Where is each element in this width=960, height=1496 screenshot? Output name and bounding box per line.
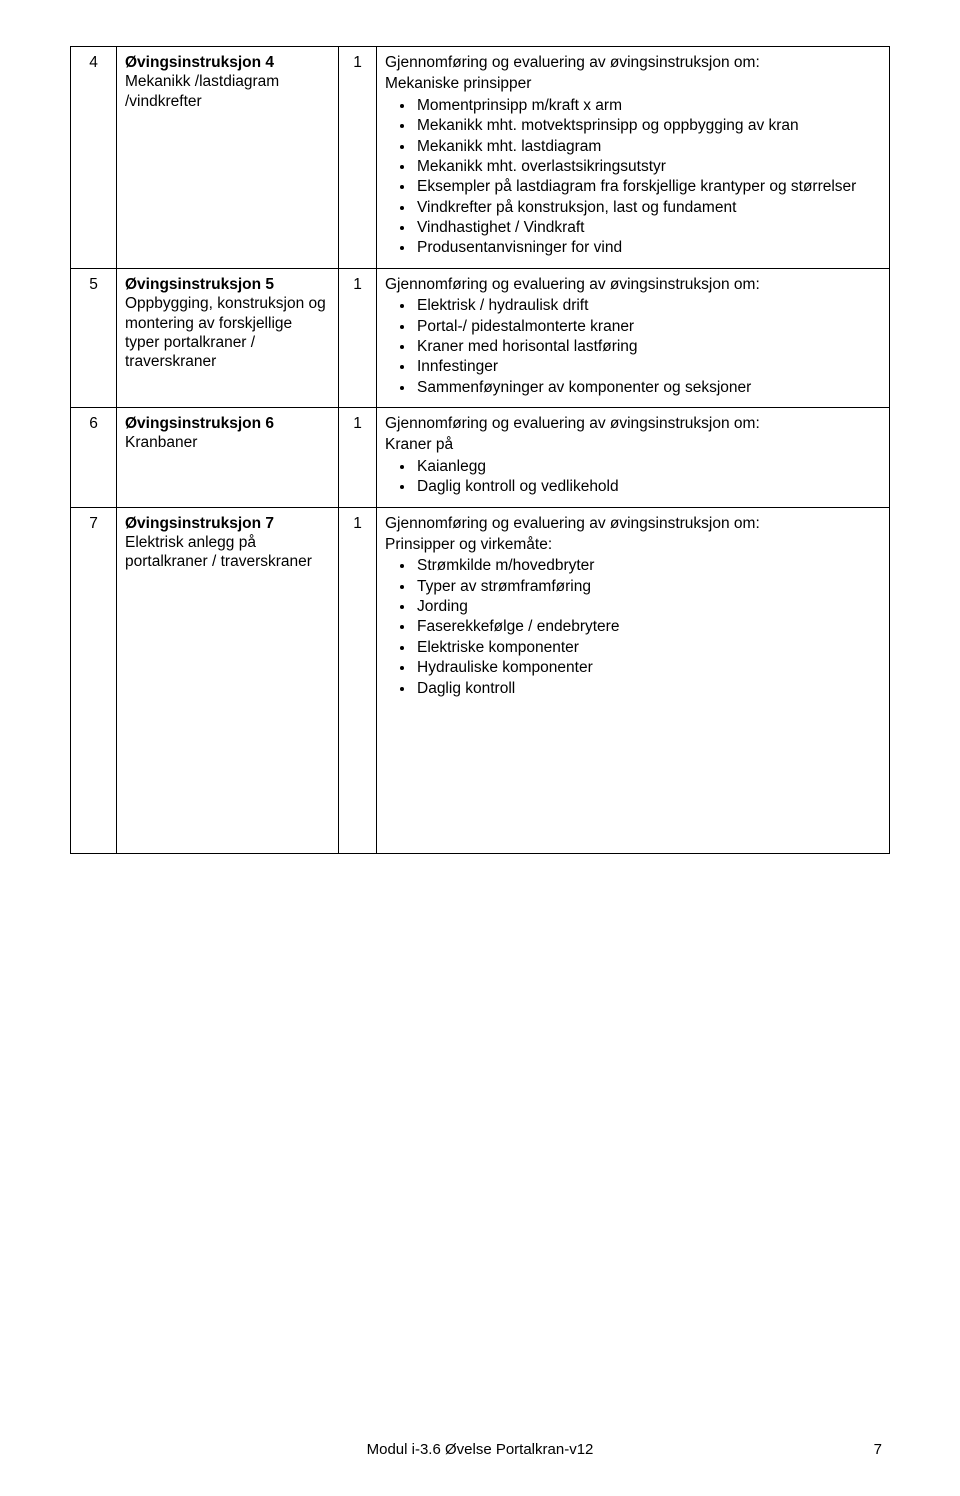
list-item: Mekanikk mht. overlastsikringsutstyr [415, 157, 881, 176]
list-item: Vindhastighet / Vindkraft [415, 218, 881, 237]
row-number: 6 [71, 408, 117, 508]
list-item: Kaianlegg [415, 457, 881, 476]
table-row: 7 Øvingsinstruksjon 7 Elektrisk anlegg på … [71, 507, 890, 853]
footer-text: Modul i-3.6 Øvelse Portalkran-v12 [367, 1441, 594, 1458]
row-title-cell: Øvingsinstruksjon 5 Oppbygging, konstruks… [117, 268, 339, 407]
row-title-rest: Mekanikk /lastdiagram /vindkrefter [125, 73, 279, 109]
list-item: Mekanikk mht. motvektsprinsipp og oppbyg… [415, 116, 881, 135]
row-title-cell: Øvingsinstruksjon 4 Mekanikk /lastdiagram… [117, 47, 339, 269]
row-title-bold: Øvingsinstruksjon 6 [125, 415, 274, 432]
page-number: 7 [874, 1441, 882, 1458]
list-item: Faserekkefølge / endebrytere [415, 617, 881, 636]
list-item: Portal-/ pidestalmonterte kraner [415, 317, 881, 336]
list-item: Hydrauliske komponenter [415, 658, 881, 677]
list-item: Vindkrefter på konstruksjon, last og fun… [415, 198, 881, 217]
row-title-cell: Øvingsinstruksjon 7 Elektrisk anlegg på p… [117, 507, 339, 853]
list-item: Produsentanvisninger for vind [415, 238, 881, 257]
row-title-rest: Elektrisk anlegg på portalkraner / trave… [125, 534, 312, 570]
page: 4 Øvingsinstruksjon 4 Mekanikk /lastdiagra… [0, 0, 960, 1496]
list-item: Momentprinsipp m/kraft x arm [415, 96, 881, 115]
row-description-cell: Gjennomføring og evaluering av øvingsins… [377, 507, 890, 853]
row-title-rest: Oppbygging, konstruksjon og montering av… [125, 295, 326, 370]
table-row: 6 Øvingsinstruksjon 6 Kranbaner 1 Gjennomfør… [71, 408, 890, 508]
row-title-bold: Øvingsinstruksjon 4 [125, 54, 274, 71]
row-number: 5 [71, 268, 117, 407]
row-bullet-list: KaianleggDaglig kontroll og vedlikehold [385, 457, 881, 497]
list-item: Daglig kontroll [415, 679, 881, 698]
row-desc-intro-a: Gjennomføring og evaluering av øvingsins… [385, 53, 881, 72]
row-hours: 1 [339, 47, 377, 269]
row-desc-intro-a: Gjennomføring og evaluering av øvingsins… [385, 514, 881, 533]
row-desc-intro-b: Kraner på [385, 435, 881, 454]
list-item: Kraner med horisontal lastføring [415, 337, 881, 356]
list-item: Innfestinger [415, 357, 881, 376]
row-title-rest: Kranbaner [125, 434, 197, 451]
row-number: 7 [71, 507, 117, 853]
list-item: Jording [415, 597, 881, 616]
row-description-cell: Gjennomføring og evaluering av øvingsins… [377, 268, 890, 407]
row-title-bold: Øvingsinstruksjon 5 [125, 276, 274, 293]
table-row: 5 Øvingsinstruksjon 5 Oppbygging, konstruk… [71, 268, 890, 407]
list-item: Typer av strømframføring [415, 577, 881, 596]
row-hours: 1 [339, 268, 377, 407]
list-item: Daglig kontroll og vedlikehold [415, 477, 881, 496]
row-desc-intro-b: Prinsipper og virkemåte: [385, 535, 881, 554]
row-desc-intro-b: Mekaniske prinsipper [385, 74, 881, 93]
row-bullet-list: Elektrisk / hydraulisk drift Portal-/ pid… [385, 296, 881, 397]
page-footer: Modul i-3.6 Øvelse Portalkran-v12 7 [0, 1441, 960, 1458]
list-item: Eksempler på lastdiagram fra forskjellig… [415, 177, 881, 196]
row-desc-intro-a: Gjennomføring og evaluering av øvingsins… [385, 414, 881, 433]
row-description-cell: Gjennomføring og evaluering av øvingsins… [377, 408, 890, 508]
list-item: Mekanikk mht. lastdiagram [415, 137, 881, 156]
row-title-bold: Øvingsinstruksjon 7 [125, 515, 274, 532]
list-item: Sammenføyninger av komponenter og seksjo… [415, 378, 881, 397]
row-bullet-list: Strømkilde m/hovedbryter Typer av strømfr… [385, 556, 881, 698]
list-item: Elektriske komponenter [415, 638, 881, 657]
list-item: Strømkilde m/hovedbryter [415, 556, 881, 575]
row-description-cell: Gjennomføring og evaluering av øvingsins… [377, 47, 890, 269]
row-hours: 1 [339, 408, 377, 508]
list-item: Elektrisk / hydraulisk drift [415, 296, 881, 315]
row-number: 4 [71, 47, 117, 269]
row-bullet-list: Momentprinsipp m/kraft x armMekanikk mht… [385, 96, 881, 258]
row-hours: 1 [339, 507, 377, 853]
row-title-cell: Øvingsinstruksjon 6 Kranbaner [117, 408, 339, 508]
table-row: 4 Øvingsinstruksjon 4 Mekanikk /lastdiagra… [71, 47, 890, 269]
content-table: 4 Øvingsinstruksjon 4 Mekanikk /lastdiagra… [70, 46, 890, 854]
row-desc-intro-a: Gjennomføring og evaluering av øvingsins… [385, 275, 881, 294]
